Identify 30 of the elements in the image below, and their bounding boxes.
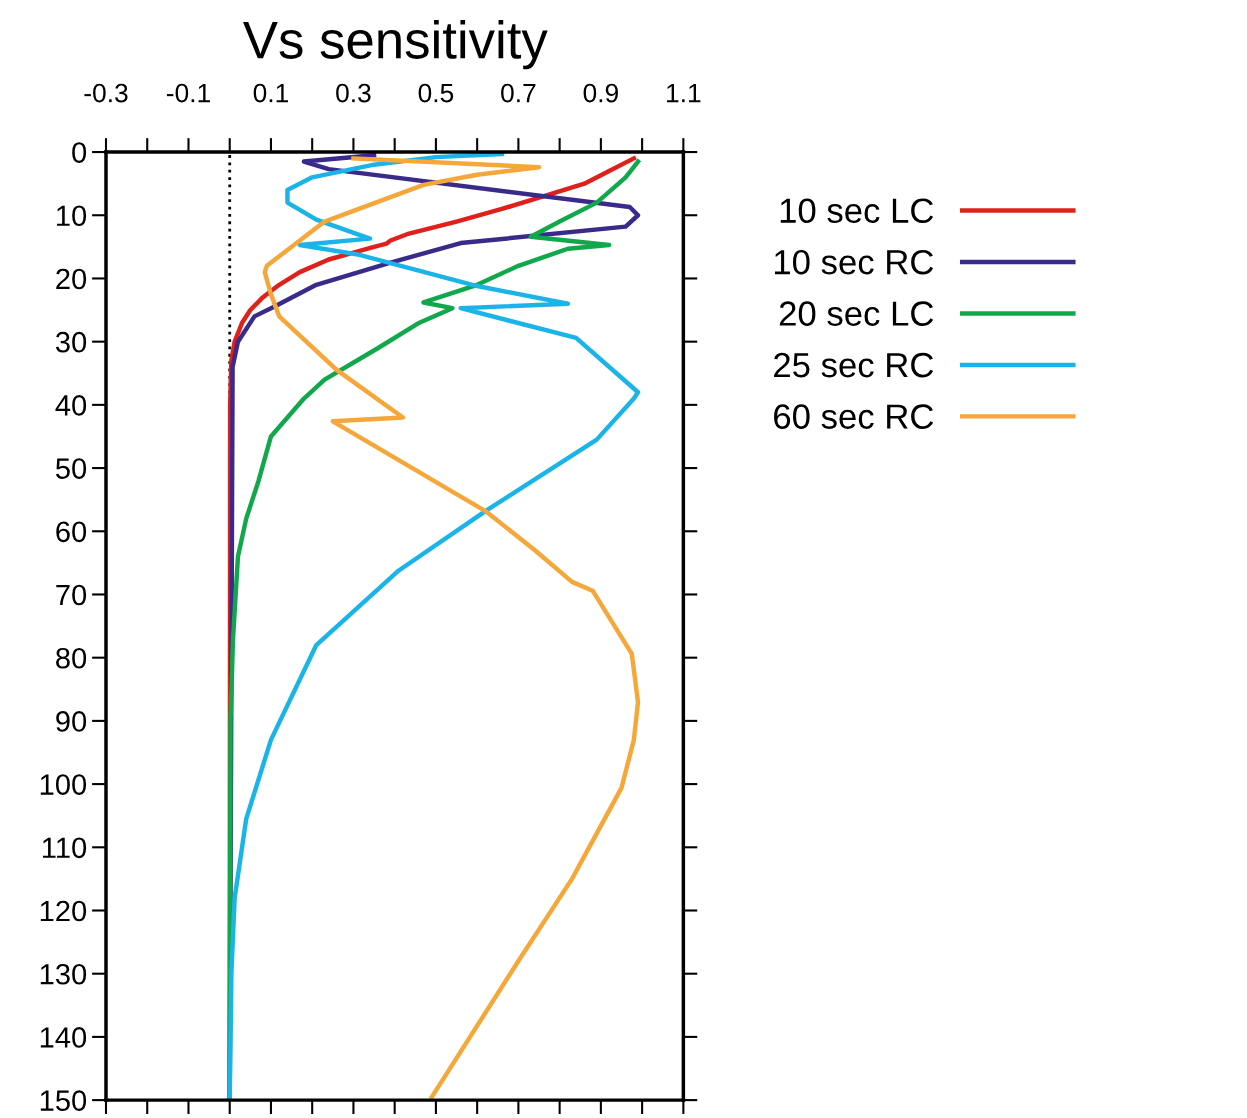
y-tick-label: 30	[55, 331, 87, 353]
legend-label: 20 sec LC	[779, 301, 934, 326]
y-tick-label: 60	[56, 521, 87, 543]
x-tick-label: 0.9	[583, 83, 618, 103]
legend-label: 25 sec RC	[774, 352, 934, 378]
y-tick-label: 70	[56, 584, 87, 606]
legend-label: 10 sec LC	[780, 198, 934, 224]
y-tick-label: 150	[40, 1090, 87, 1111]
chart-title: Vs sensitivity	[243, 20, 548, 70]
y-tick-label: 40	[55, 395, 87, 416]
y-tick-label: 20	[56, 268, 87, 290]
x-tick-label: 0.1	[253, 83, 289, 103]
y-tick-label: 0	[72, 142, 87, 163]
y-tick-label: 140	[40, 1027, 87, 1048]
y-tick-label: 130	[40, 963, 87, 985]
y-tick-label: 80	[56, 647, 87, 669]
y-tick-label: 120	[40, 900, 87, 922]
y-tick-label: 10	[57, 205, 87, 227]
x-tick-label: 0.5	[418, 83, 454, 103]
legend-label: 10 sec RC	[774, 249, 934, 275]
y-tick-label: 90	[56, 711, 87, 732]
x-tick-label: 1.1	[667, 83, 701, 103]
x-tick-label: 0.3	[336, 83, 371, 103]
x-tick-label: -0.3	[84, 83, 128, 103]
y-tick-label: 100	[40, 774, 87, 795]
x-tick-label: -0.1	[166, 83, 210, 103]
legend-label: 60 sec RC	[774, 404, 934, 429]
y-tick-label: 50	[55, 458, 87, 479]
x-tick-label: 0.7	[501, 83, 536, 103]
y-tick-label: 110	[42, 837, 87, 859]
